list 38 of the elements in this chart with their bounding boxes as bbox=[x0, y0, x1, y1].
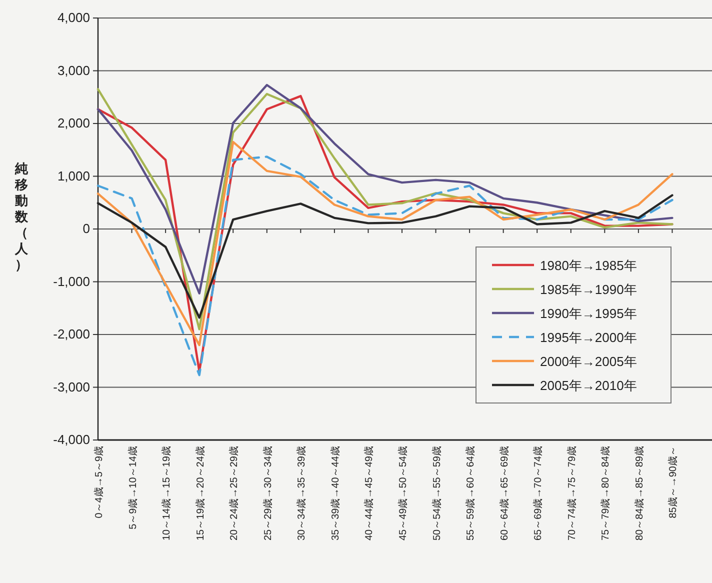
line-series bbox=[96, 88, 674, 330]
x-tick-label: 55～59歳→60～64歳 bbox=[464, 446, 477, 540]
x-tick-label: 15～19歳→20～24歳 bbox=[194, 446, 206, 540]
legend-label: 1995年→2000年 bbox=[540, 330, 637, 345]
y-tick-label: 0 bbox=[82, 221, 90, 236]
x-tick-label: 85歳～→90歳～ bbox=[667, 446, 680, 518]
legend-label: 2000年→2005年 bbox=[540, 354, 637, 369]
x-tick-label: 70～74歳→75～79歳 bbox=[566, 446, 578, 540]
x-tick-label: 65～69歳→70～74歳 bbox=[532, 446, 544, 540]
y-tick-label: -3,000 bbox=[53, 379, 90, 394]
y-tick-label: 2,000 bbox=[57, 116, 90, 130]
y-tick-label: -2,000 bbox=[53, 326, 90, 342]
x-tick-label: 5～9歳→10～14歳 bbox=[126, 446, 139, 530]
x-tick-label: 10～14歳→15～19歳 bbox=[160, 446, 173, 540]
y-tick-label: 4,000 bbox=[57, 10, 90, 25]
x-tick-label: 60～64歳→65～69歳 bbox=[498, 446, 510, 540]
legend-label: 1980年→1985年 bbox=[540, 258, 637, 273]
y-tick-label: 3,000 bbox=[57, 62, 90, 78]
legend-label: 1990年→1995年 bbox=[540, 306, 637, 321]
x-tick-label: 50～54歳→55～59歳 bbox=[430, 446, 443, 540]
line-series bbox=[96, 156, 674, 376]
x-tick-label: 25～29歳→30～34歳 bbox=[262, 446, 274, 540]
legend-label: 2005年→2010年 bbox=[540, 378, 637, 393]
x-tick-label: 0～4歳→5～9歳 bbox=[93, 446, 105, 518]
legend-label: 1985年→1990年 bbox=[540, 282, 637, 297]
x-tick-label: 45～49歳→50～54歳 bbox=[397, 446, 409, 540]
x-tick-label: 80～84歳→85～89歳 bbox=[633, 446, 646, 540]
x-tick-label: 40～44歳→45～49歳 bbox=[363, 446, 376, 540]
y-tick-label: -1,000 bbox=[53, 274, 90, 289]
y-tick-label: -4,000 bbox=[53, 432, 90, 447]
y-axis-title: 純移動数（人） bbox=[14, 161, 29, 272]
x-tick-label: 20～24歳→25～29歳 bbox=[228, 446, 240, 540]
x-tick-label: 30～34歳→35～39歳 bbox=[296, 446, 308, 540]
x-tick-label: 35～39歳→40～44歳 bbox=[329, 446, 342, 540]
line-series bbox=[96, 84, 674, 294]
y-tick-label: 1,000 bbox=[57, 168, 90, 184]
x-tick-label: 75～79歳→80～84歳 bbox=[600, 446, 612, 540]
line-series bbox=[96, 140, 674, 346]
